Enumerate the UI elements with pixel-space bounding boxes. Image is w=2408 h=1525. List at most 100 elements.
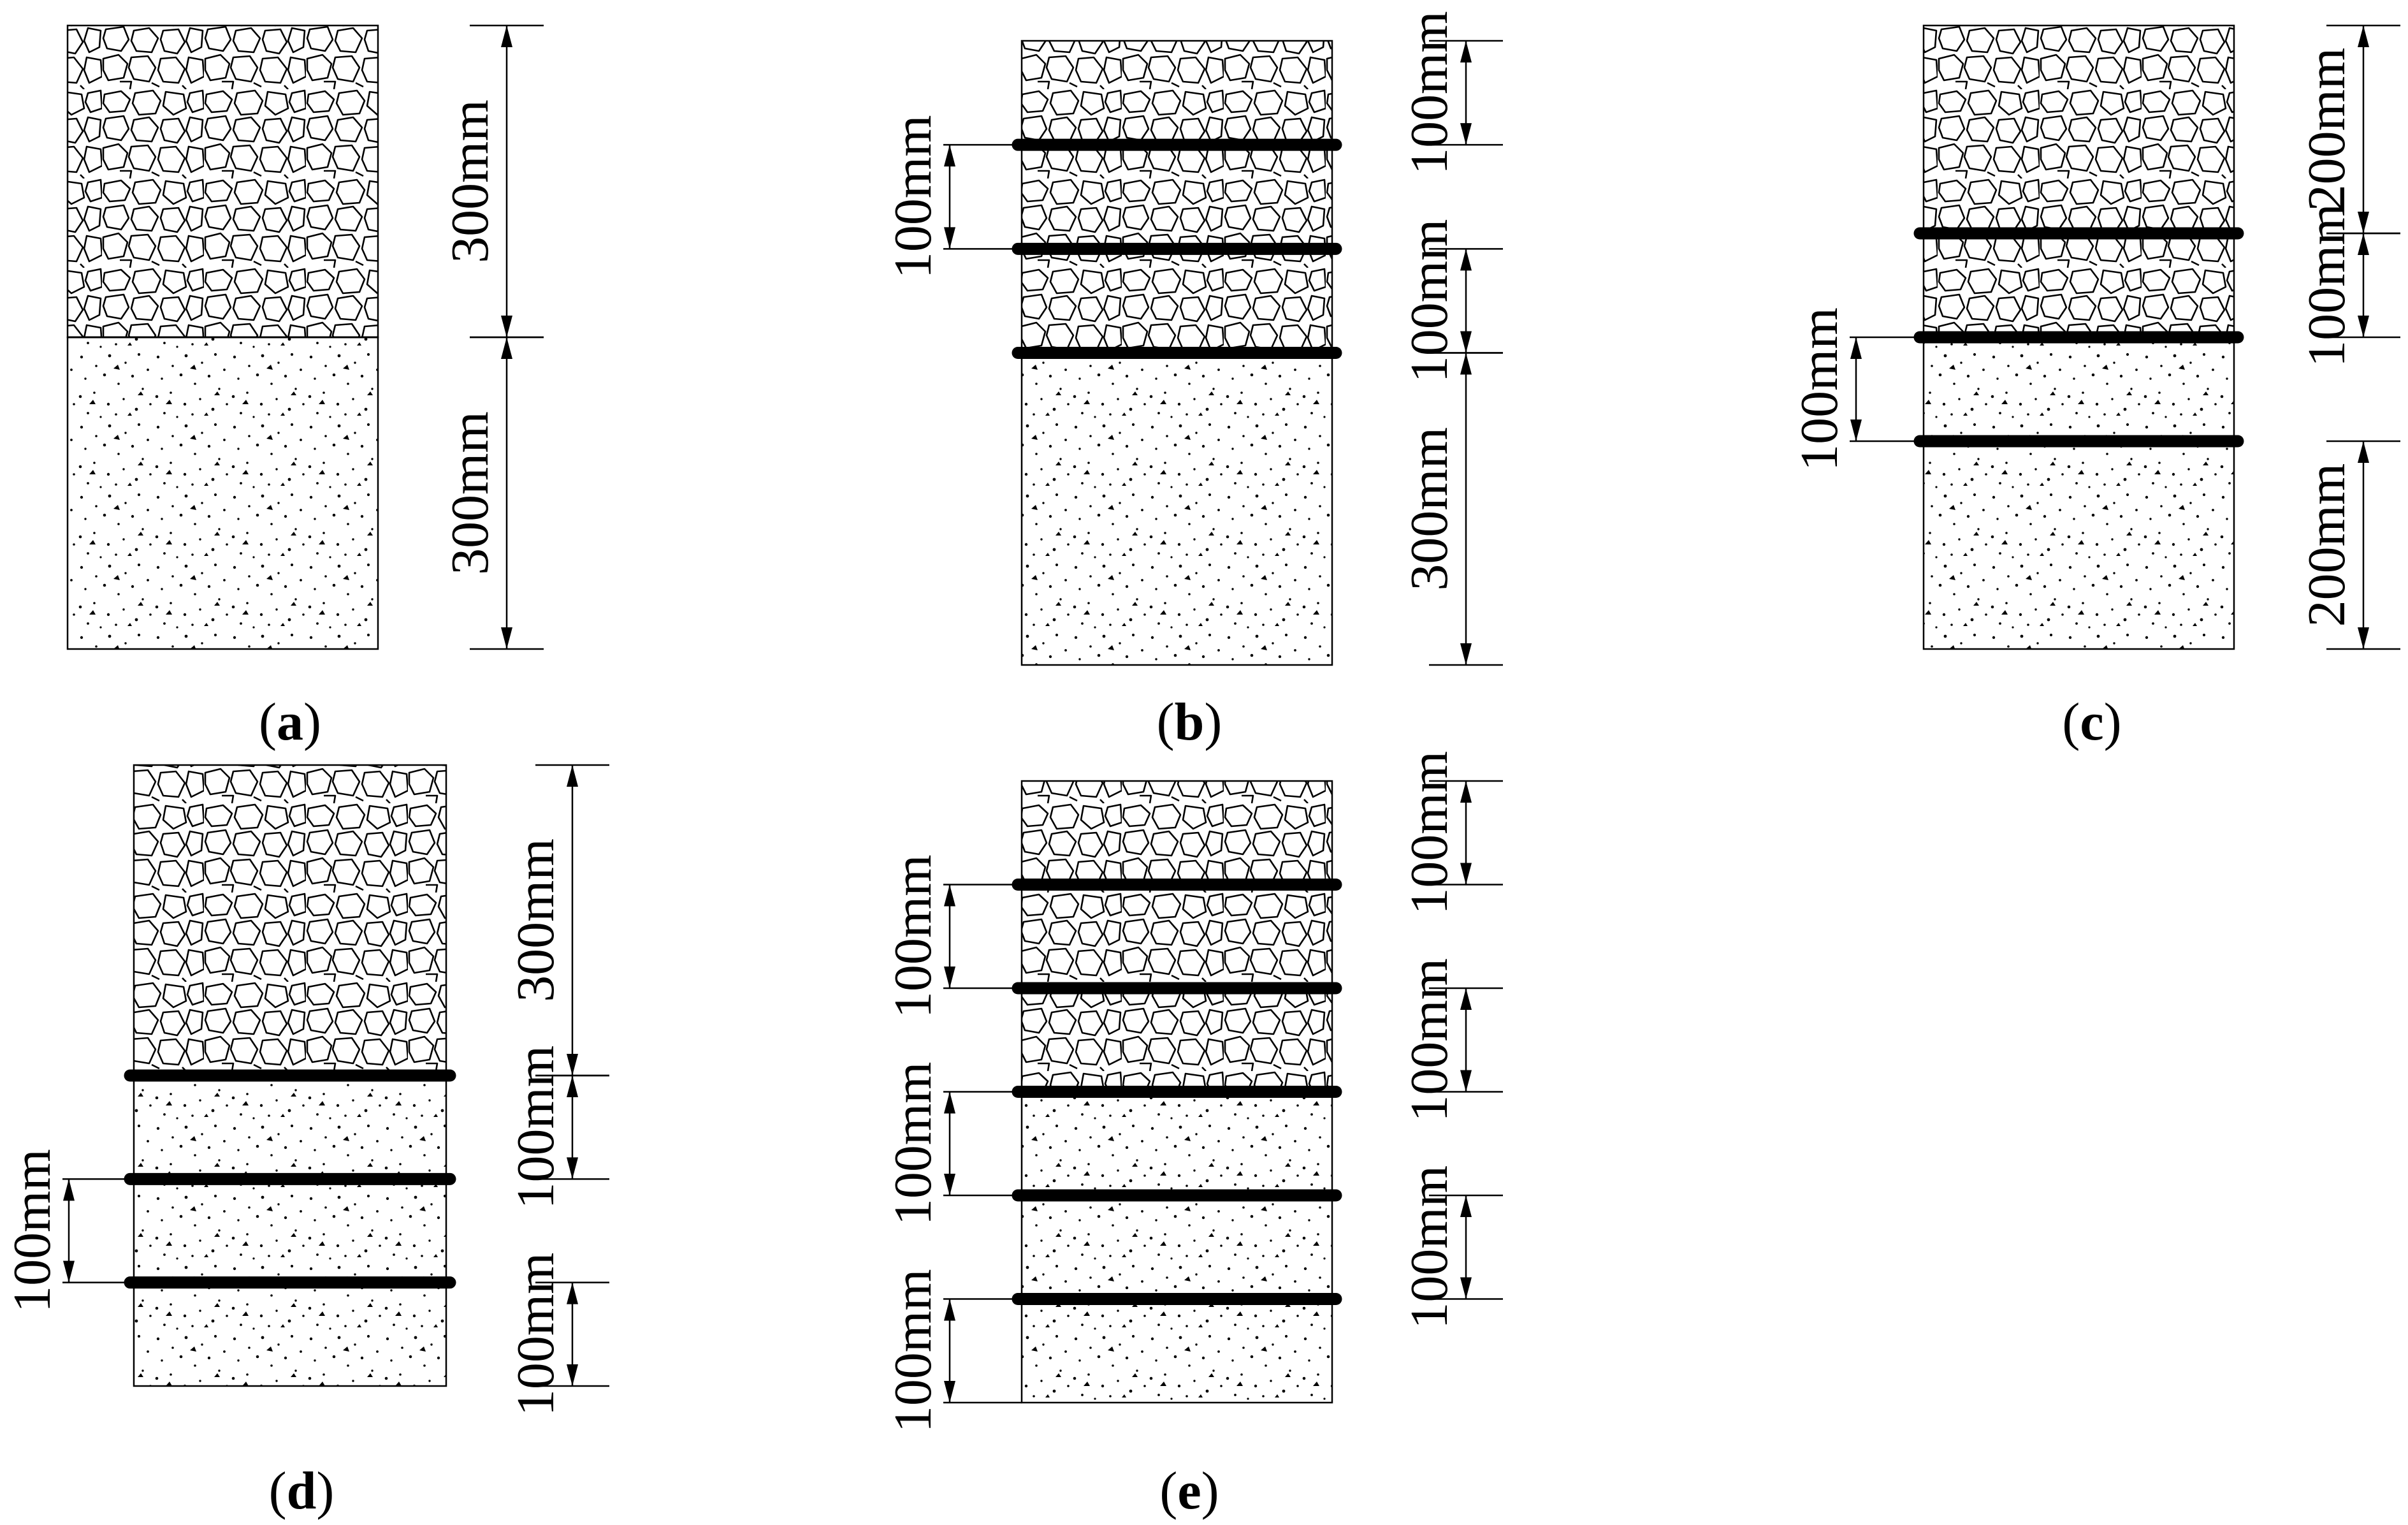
dimension-arrow-icon <box>2358 233 2369 255</box>
caption-paren: ( <box>269 1461 287 1521</box>
dimension-arrow-icon <box>2358 212 2369 233</box>
dimension-label: 100mm <box>1790 307 1849 471</box>
panel-a: 300mm 300mm <box>66 24 544 650</box>
dimension-arrow-icon <box>944 145 955 167</box>
dimension-arrow-icon <box>1460 643 1472 665</box>
dimension-label: 100mm <box>1400 751 1459 915</box>
dimension-left: 100mm <box>883 1269 1022 1433</box>
dimension-left: 100mm <box>883 115 1022 279</box>
dimension-label: 200mm <box>2297 48 2356 212</box>
dimension-label: 100mm <box>1400 1165 1459 1329</box>
dimension-arrow-icon <box>944 1299 955 1321</box>
dimension-arrow-icon <box>2358 441 2369 463</box>
dimension-label: 200mm <box>2297 463 2356 627</box>
dimension-right: 100mm <box>1400 958 1503 1122</box>
caption-paren: ( <box>259 692 277 752</box>
dimension-arrow-icon <box>944 1091 955 1114</box>
dimension-arrow-icon <box>63 1179 75 1201</box>
dimension-right: 100mm <box>1400 11 1503 175</box>
dimension-arrow-icon <box>1460 781 1472 803</box>
caption-letter: d <box>287 1461 317 1521</box>
dimension-label: 100mm <box>1400 11 1459 175</box>
dimension-arrow-icon <box>501 627 512 649</box>
dimension-arrow-icon <box>567 765 578 787</box>
caption-paren: ( <box>1157 692 1175 752</box>
dimension-right: 100mm <box>1400 751 1503 915</box>
dimension-arrow-icon <box>1460 353 1472 375</box>
caption-paren: ) <box>1204 692 1222 752</box>
dimension-arrow-icon <box>1460 249 1472 271</box>
caption-letter: e <box>1177 1461 1201 1521</box>
dimension-right: 200mm <box>2297 440 2400 650</box>
captions-layer: (a) (b) (c)(d) (e) <box>259 692 2122 1521</box>
caption-paren: ( <box>2062 692 2080 752</box>
caption-paren: ) <box>1201 1461 1219 1521</box>
dimension-label: 100mm <box>883 115 943 279</box>
dimension-label: 100mm <box>1400 958 1459 1122</box>
sand-layer <box>1922 336 2235 650</box>
gravel-layer <box>133 764 447 1077</box>
dimension-arrow-icon <box>944 884 955 907</box>
dimension-arrow-icon <box>567 1076 578 1097</box>
gravel-layer <box>1922 24 2235 339</box>
dimension-arrow-icon <box>1460 123 1472 145</box>
dimension-arrow-icon <box>1850 420 1862 441</box>
dimension-arrow-icon <box>567 1054 578 1076</box>
dimension-label: 100mm <box>883 1269 943 1433</box>
dimension-arrow-icon <box>1460 41 1472 62</box>
dimension-right: 200mm <box>2297 24 2400 235</box>
caption-letter: c <box>2080 692 2103 752</box>
dimension-label: 300mm <box>440 411 500 575</box>
dimension-left: 100mm <box>1790 307 1924 471</box>
dimension-arrow-icon <box>1850 337 1862 359</box>
dimension-arrow-icon <box>944 1381 955 1403</box>
gravel-layer <box>1020 40 1333 354</box>
panel-d: 300mm 100mm 100mm 100mm <box>3 764 609 1416</box>
dimension-arrow-icon <box>944 227 955 249</box>
caption-paren: ) <box>2104 692 2122 752</box>
dimension-right: 100mm <box>2297 203 2400 367</box>
dimension-label: 100mm <box>883 854 943 1018</box>
dimension-label: 300mm <box>506 838 565 1002</box>
dimension-arrow-icon <box>1460 1277 1472 1299</box>
dimension-left: 100mm <box>883 1062 1022 1225</box>
dimension-right: 300mm <box>440 24 544 339</box>
dimension-arrow-icon <box>501 337 512 359</box>
dimension-arrow-icon <box>501 316 512 337</box>
dimension-arrow-icon <box>567 1364 578 1386</box>
dimension-arrow-icon <box>1460 331 1472 353</box>
dimension-right: 300mm <box>506 764 609 1077</box>
dimension-right: 100mm <box>506 1046 609 1209</box>
dimension-arrow-icon <box>944 1174 955 1195</box>
panel-caption-a: (a) <box>259 692 321 752</box>
panel-caption-c: (c) <box>2062 692 2121 752</box>
panel-e: 100mm 100mm 100mm 100mm 100mm 100mm <box>883 751 1503 1433</box>
dimension-arrow-icon <box>1460 1070 1472 1092</box>
sand-layer <box>66 336 379 650</box>
caption-letter: a <box>277 692 303 752</box>
dimension-label: 100mm <box>883 1062 943 1225</box>
gravel-layer <box>1020 780 1333 1093</box>
dimension-arrow-icon <box>1460 1195 1472 1217</box>
dimension-right: 100mm <box>1400 1165 1503 1329</box>
dimension-arrow-icon <box>567 1157 578 1179</box>
panel-caption-b: (b) <box>1157 692 1222 752</box>
dimension-label: 100mm <box>506 1046 565 1209</box>
dimension-right: 300mm <box>1400 352 1503 666</box>
sand-layer <box>133 1074 447 1387</box>
dimension-label: 300mm <box>1400 427 1459 591</box>
caption-letter: b <box>1175 692 1205 752</box>
panel-b: 100mm 100mm 300mm 100mm <box>883 11 1503 666</box>
panel-caption-e: (e) <box>1159 1461 1219 1521</box>
dimension-arrow-icon <box>944 967 955 988</box>
dimension-arrow-icon <box>2358 627 2369 649</box>
dimension-right: 300mm <box>440 336 544 650</box>
gravel-layer <box>66 24 379 339</box>
dimension-right: 100mm <box>1400 219 1503 383</box>
caption-paren: ( <box>1159 1461 1177 1521</box>
dimension-label: 100mm <box>3 1149 62 1313</box>
caption-paren: ) <box>303 692 321 752</box>
